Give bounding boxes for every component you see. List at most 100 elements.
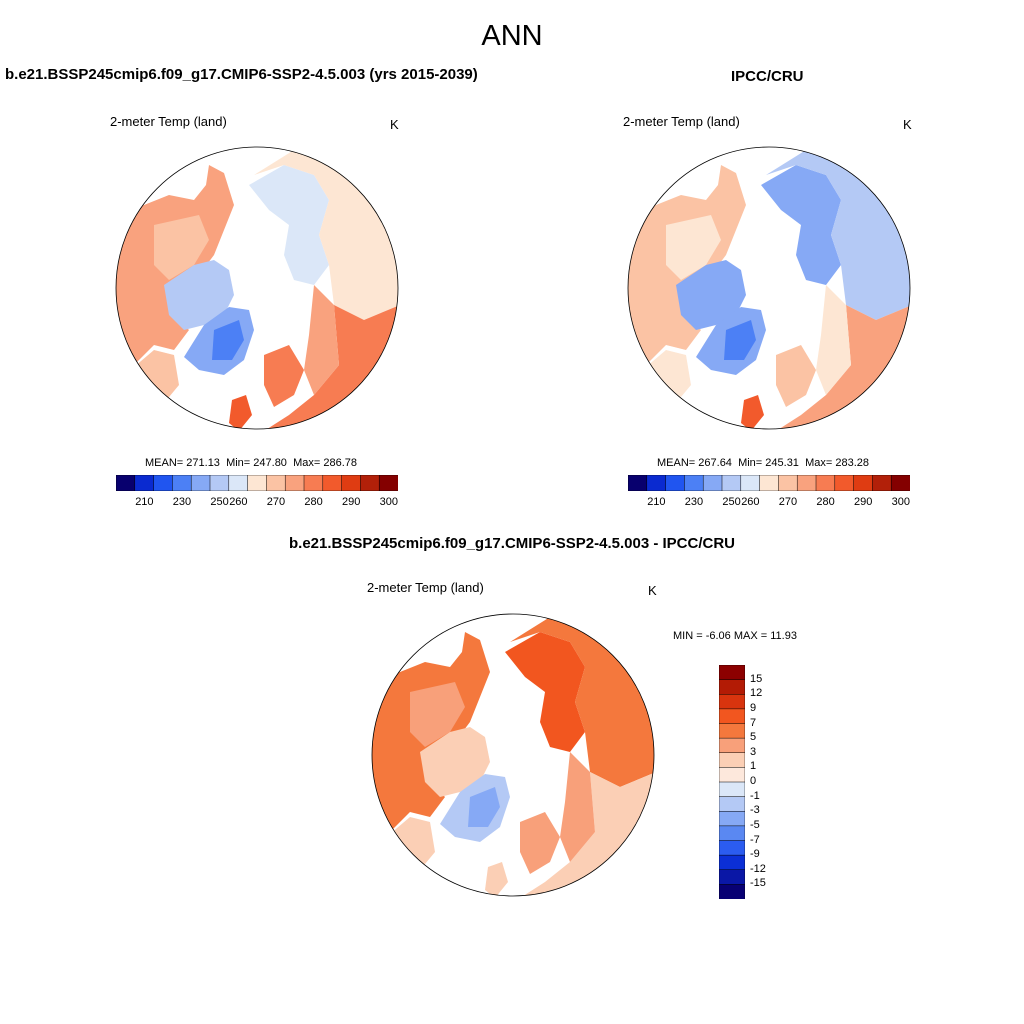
- colorbar-swatch: [719, 811, 745, 827]
- colorbar-swatch: [684, 475, 704, 491]
- colorbar-tick-label: 250: [722, 496, 741, 508]
- colorbar-tick-label: 250: [210, 496, 229, 508]
- colorbar-swatch: [778, 475, 798, 491]
- colorbar-swatch: [284, 475, 305, 491]
- colorbar-tick-label: 280: [816, 496, 835, 508]
- colorbar-tick-label: 9: [750, 701, 757, 714]
- polar-map-diff: [371, 613, 655, 897]
- colorbar-tick-label: -12: [750, 862, 766, 875]
- colorbar-swatch: [719, 854, 745, 871]
- colorbar-swatch: [303, 475, 324, 491]
- colorbar-tick-label: 260: [229, 496, 248, 508]
- stats-diff: MIN = -6.06 MAX = 11.93: [673, 630, 797, 642]
- variable-label-obs: 2-meter Temp (land): [623, 114, 740, 129]
- land-canada-arctic: [420, 727, 490, 797]
- colorbar-swatch: [719, 840, 745, 856]
- colorbar-tick-label: 7: [750, 716, 757, 729]
- land-asia-mid: [816, 285, 851, 395]
- colorbar-swatch: [834, 475, 855, 491]
- colorbar-tick-label: 300: [891, 496, 910, 508]
- colorbar-swatch: [378, 475, 398, 491]
- land-greenland-core: [212, 320, 244, 360]
- colorbar-swatch: [719, 665, 745, 681]
- land-scandinavia: [776, 345, 816, 407]
- colorbar-ticks-obs: 210 230 250 260 270 280 290 300: [628, 496, 910, 510]
- colorbar-swatch: [228, 475, 249, 491]
- colorbar-swatch: [721, 475, 742, 491]
- colorbar-tick-label: -3: [750, 804, 760, 817]
- colorbar-tick-label: 260: [741, 496, 760, 508]
- colorbar-tick-label: -7: [750, 833, 760, 846]
- colorbar-swatch: [341, 475, 362, 491]
- colorbar-swatch: [702, 475, 723, 491]
- land-siberia-inner: [154, 215, 209, 280]
- colorbar-swatch: [872, 475, 892, 491]
- land-siberia-inner: [666, 215, 721, 280]
- polar-map-obs: [627, 146, 911, 430]
- panel-title-model: b.e21.BSSP245cmip6.f09_g17.CMIP6-SSP2-4.…: [5, 66, 478, 83]
- land-siberia-inner: [410, 682, 465, 747]
- colorbar-swatch: [719, 694, 745, 710]
- colorbar-tick-label: -5: [750, 818, 760, 831]
- colorbar-tick-label: 300: [379, 496, 398, 508]
- colorbar-swatch: [116, 475, 136, 491]
- colorbar-swatch: [719, 679, 745, 695]
- colorbar-tick-label: 0: [750, 775, 757, 787]
- colorbar-tick-label: 210: [647, 496, 666, 508]
- colorbar-swatch: [719, 767, 745, 783]
- colorbar-swatch: [719, 737, 745, 754]
- colorbar-tick-label: 210: [135, 496, 154, 508]
- colorbar-swatch: [190, 475, 211, 491]
- land-north-america: [628, 350, 691, 429]
- colorbar-swatch: [719, 796, 745, 812]
- colorbar-swatch: [322, 475, 343, 491]
- colorbar-swatch: [719, 752, 745, 769]
- colorbar-tick-label: -9: [750, 848, 760, 861]
- colorbar-obs: [628, 475, 910, 491]
- stats-obs: MEAN= 267.64 Min= 245.31 Max= 283.28: [657, 457, 869, 469]
- land-russia-north: [761, 165, 841, 285]
- units-label-obs: K: [903, 117, 912, 132]
- land-greenland-core: [468, 787, 500, 827]
- panel-title-obs: IPCC/CRU: [731, 68, 804, 85]
- polar-map-model: [115, 146, 399, 430]
- stats-model: MEAN= 271.13 Min= 247.80 Max= 286.78: [145, 457, 357, 469]
- colorbar-swatch: [360, 475, 380, 491]
- colorbar-ticks-diff: 15 12 9 7 5 3 1 0 -1 -3 -5 -7 -9 -12 -15: [750, 665, 790, 899]
- colorbar-tick-label: 230: [684, 496, 704, 508]
- colorbar-tick-label: 290: [854, 496, 873, 508]
- units-label-model: K: [390, 117, 399, 132]
- colorbar-tick-label: 3: [750, 745, 757, 758]
- colorbar-swatch: [209, 475, 230, 491]
- colorbar-swatch: [646, 475, 667, 491]
- land-asia-mid: [560, 752, 595, 862]
- page-title: ANN: [481, 20, 543, 52]
- variable-label-model: 2-meter Temp (land): [110, 114, 227, 129]
- land-canada-arctic: [676, 260, 746, 330]
- land-greenland-core: [724, 320, 756, 360]
- colorbar-tick-label: 290: [342, 496, 361, 508]
- units-label-diff: K: [648, 583, 657, 598]
- colorbar-tick-label: 280: [304, 496, 323, 508]
- colorbar-tick-label: -15: [750, 877, 766, 890]
- colorbar-swatch: [719, 825, 745, 842]
- colorbar-swatch: [719, 708, 745, 725]
- colorbar-swatch: [172, 475, 192, 491]
- land-russia-north: [505, 632, 585, 752]
- colorbar-swatch: [247, 475, 268, 491]
- colorbar-swatch: [890, 475, 910, 491]
- colorbar-swatch: [796, 475, 817, 491]
- colorbar-swatch: [719, 884, 745, 899]
- colorbar-tick-label: 270: [778, 496, 798, 508]
- land-canada-arctic: [164, 260, 234, 330]
- land-uk: [229, 395, 252, 429]
- colorbar-tick-label: 270: [266, 496, 286, 508]
- colorbar-swatch: [853, 475, 874, 491]
- variable-label-diff: 2-meter Temp (land): [367, 580, 484, 595]
- land-scandinavia: [264, 345, 304, 407]
- colorbar-swatch: [740, 475, 761, 491]
- colorbar-swatch: [266, 475, 286, 491]
- colorbar-tick-label: 230: [172, 496, 192, 508]
- land-uk: [741, 395, 764, 429]
- colorbar-swatch: [134, 475, 155, 491]
